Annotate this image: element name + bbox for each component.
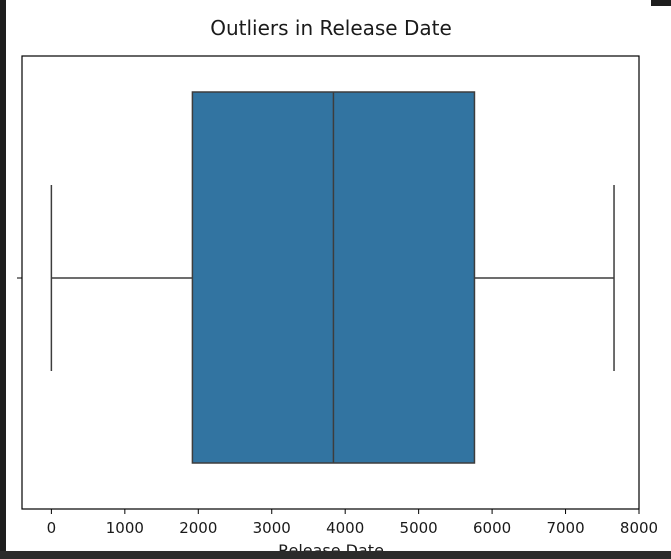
x-tick-label: 2000 [179, 519, 217, 537]
window-frame-bottom [0, 551, 671, 559]
window-frame-left [0, 0, 6, 559]
x-tick-label: 3000 [253, 519, 291, 537]
x-tick-label: 7000 [546, 519, 584, 537]
window-frame-corner [651, 0, 671, 6]
x-axis-ticks: 0 1000 2000 3000 4000 5000 6000 7000 8000 [47, 509, 658, 537]
x-tick-label: 5000 [400, 519, 438, 537]
box-group [50, 91, 615, 464]
x-tick-label: 6000 [473, 519, 511, 537]
chart-title: Outliers in Release Date [210, 16, 452, 40]
x-tick-label: 8000 [620, 519, 658, 537]
x-tick-label: 0 [47, 519, 57, 537]
x-tick-label: 4000 [326, 519, 364, 537]
x-tick-label: 1000 [106, 519, 144, 537]
